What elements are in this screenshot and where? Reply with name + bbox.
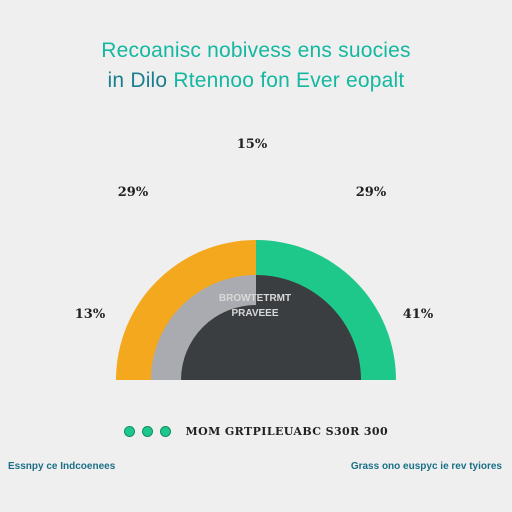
label-top: 15% [237,137,268,152]
legend-dot-2 [141,425,153,437]
label-right-upper: 29% [356,185,387,200]
center-text-2: PRAVEEE [231,308,278,319]
title-line-2-rest: Rtennoo fon Ever eopalt [173,69,405,92]
label-right-lower: 41% [403,307,434,322]
center-text-1: BROWTETRMT [219,293,291,304]
footer-right: Grass ono euspyc ie rev tyiores [350,461,502,472]
label-left-lower: 13% [75,307,106,322]
title-line-1: Recoanisc nobivess ens suocies [101,39,411,62]
legend: MOM GRTPILEUABC S30R 300 [0,424,512,438]
legend-text: MOM GRTPILEUABC S30R 300 [185,424,389,438]
chart-title: Recoanisc nobivess ens suocies in Dilo R… [0,36,512,96]
footer-left: Essnpy ce Indcoenees [8,461,116,472]
legend-dot-1 [123,425,135,437]
title-line-2: in Dilo Rtennoo fon Ever eopalt [0,66,512,96]
title-line-2-prefix: in Dilo [107,69,168,92]
label-left-upper: 29% [118,185,149,200]
center-disc [181,275,361,380]
legend-dot-3 [159,425,171,437]
